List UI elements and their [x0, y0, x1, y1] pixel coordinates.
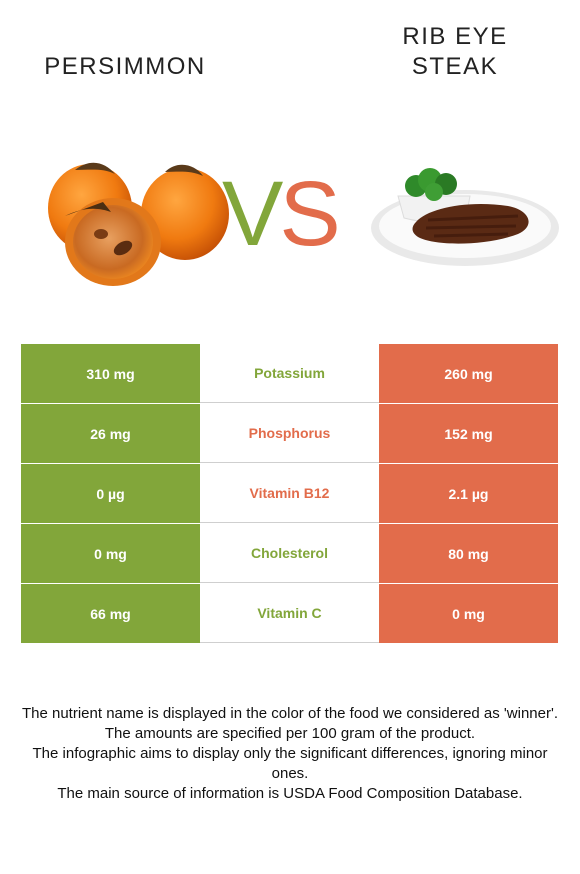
right-food-title-line1: RIB EYE — [402, 23, 508, 50]
right-food-title: RIB EYE STEAK — [355, 22, 555, 82]
nutrient-name-cell: Phosphorus — [200, 404, 379, 463]
footnote-line: The main source of information is USDA F… — [57, 785, 523, 802]
left-value-cell: 0 µg — [21, 464, 200, 523]
right-food-title-line2: STEAK — [411, 53, 499, 80]
right-value-cell: 152 mg — [379, 404, 558, 463]
table-row: 26 mg Phosphorus 152 mg — [21, 404, 558, 464]
table-row: 0 mg Cholesterol 80 mg — [21, 524, 558, 584]
nutrient-name-cell: Potassium — [200, 344, 379, 403]
footnote-line: The infographic aims to display only the… — [32, 745, 548, 782]
footnote: The nutrient name is displayed in the co… — [20, 704, 560, 804]
vs-letter-s: S — [279, 163, 340, 265]
vs-label: VS — [222, 168, 341, 260]
right-value-cell: 80 mg — [379, 524, 558, 583]
right-value-cell: 260 mg — [379, 344, 558, 403]
left-value-cell: 0 mg — [21, 524, 200, 583]
footnote-line: The nutrient name is displayed in the co… — [21, 705, 559, 722]
right-value-cell: 2.1 µg — [379, 464, 558, 523]
left-value-cell: 26 mg — [21, 404, 200, 463]
left-value-cell: 66 mg — [21, 584, 200, 643]
footnote-line: The amounts are specified per 100 gram o… — [104, 725, 476, 742]
left-food-title: PERSIMMON — [44, 53, 206, 80]
table-row: 0 µg Vitamin B12 2.1 µg — [21, 464, 558, 524]
nutrient-name-cell: Vitamin C — [200, 584, 379, 643]
table-row: 310 mg Potassium 260 mg — [21, 344, 558, 404]
comparison-table: 310 mg Potassium 260 mg 26 mg Phosphorus 152 … — [21, 344, 558, 644]
nutrient-name-cell: Cholesterol — [200, 524, 379, 583]
nutrient-name-cell: Vitamin B12 — [200, 464, 379, 523]
vs-letter-v: V — [222, 163, 283, 265]
left-value-cell: 310 mg — [21, 344, 200, 403]
steak-plate-illustration-icon — [371, 168, 559, 266]
persimmon-illustration-icon — [48, 162, 229, 286]
right-value-cell: 0 mg — [379, 584, 558, 643]
